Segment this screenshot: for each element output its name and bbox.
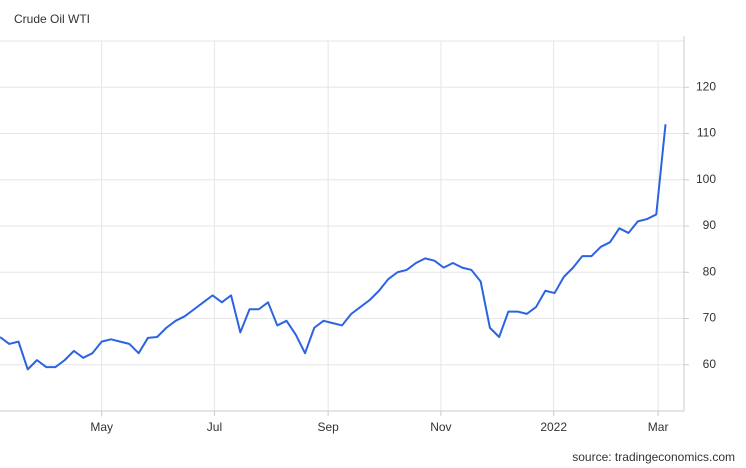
y-tick-label: 120 — [696, 79, 716, 93]
chart-title: Crude Oil WTI — [14, 12, 90, 26]
data-line — [0, 124, 667, 371]
x-tick-label: 2022 — [540, 420, 567, 434]
y-tick-label: 100 — [696, 172, 716, 186]
y-tick-label: 80 — [703, 264, 717, 278]
x-tick-label: Nov — [430, 420, 451, 434]
x-tick-label: Mar — [648, 420, 669, 434]
y-tick-label: 70 — [703, 311, 717, 325]
y-tick-label: 60 — [703, 357, 717, 371]
x-tick-label: Sep — [317, 420, 339, 434]
x-tick-label: Jul — [207, 420, 222, 434]
x-tick-label: May — [90, 420, 113, 434]
y-tick-label: 90 — [703, 218, 717, 232]
y-tick-label: 110 — [697, 126, 716, 140]
source: source: tradingeconomics.com — [572, 450, 735, 464]
